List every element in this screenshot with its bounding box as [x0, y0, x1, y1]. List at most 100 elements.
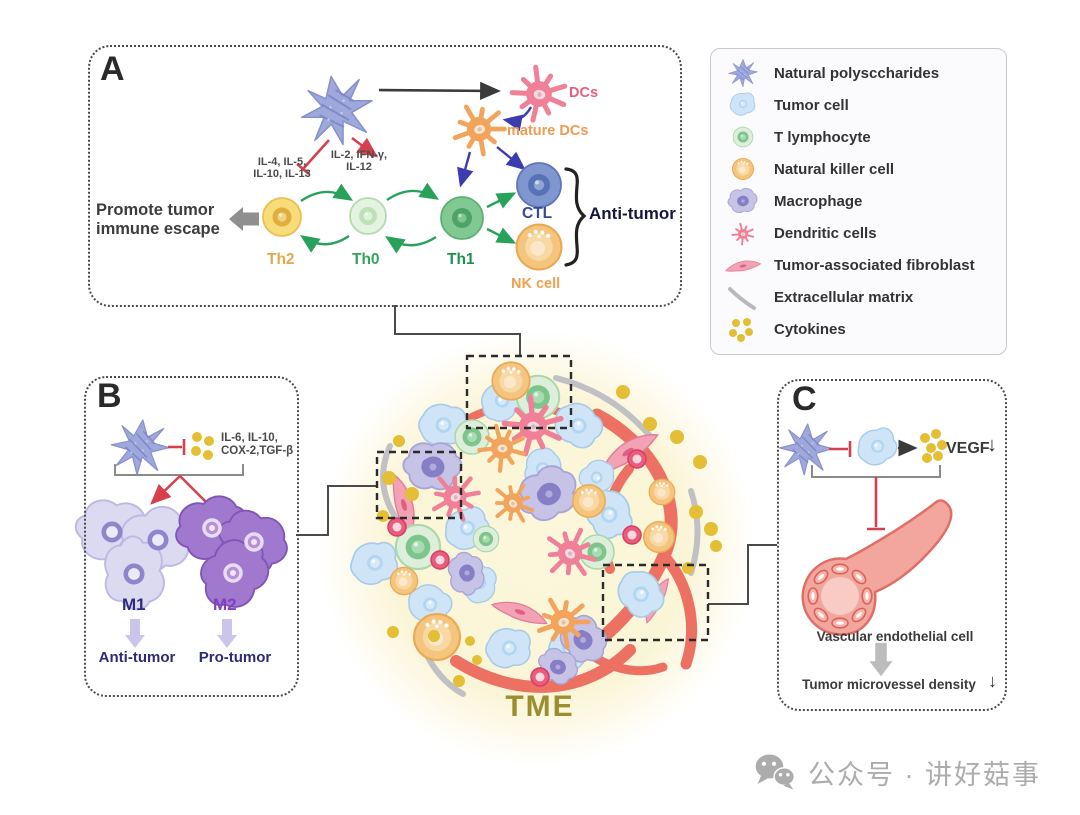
th2-label: Th2 — [267, 251, 295, 268]
wechat-icon — [755, 754, 796, 790]
legend-label: Tumor cell — [774, 96, 849, 114]
watermark: 公众号 · 讲好菇事 — [752, 752, 1041, 792]
vessel-inhibition-line — [867, 477, 885, 531]
th2-cell-icon — [262, 197, 302, 237]
watermark-text: 公众号 · 讲好菇事 — [808, 759, 1041, 790]
tme-label: TME — [505, 690, 575, 723]
nk-cell-icon — [515, 223, 563, 271]
maturation-arrow — [502, 106, 533, 132]
ecm-icon — [728, 286, 756, 310]
th2-cytokines-line1: IL-4, IL-5, — [257, 156, 307, 168]
inhibition-line-tumor — [829, 441, 852, 457]
promote-line1: Promote tumor — [96, 201, 215, 219]
nk-cell-label: NK cell — [511, 276, 561, 292]
cytokine-dots — [377, 385, 722, 687]
dc-to-ctl-arrow — [496, 146, 526, 171]
m2-macrophages — [170, 491, 299, 621]
anti-tumor-brace — [564, 167, 587, 267]
density-outcome-arrow — [869, 642, 893, 677]
panel-c-label: C — [792, 380, 818, 418]
m1-macrophages — [66, 488, 200, 613]
legend-item: Dendritic cells — [723, 220, 994, 248]
legend-label: Tumor-associated fibroblast — [774, 257, 975, 275]
m2-outcome-label: Pro-tumor — [198, 649, 272, 666]
polysaccharide-star-icon — [107, 416, 173, 479]
dc-to-th1-arrow — [457, 151, 474, 188]
legend-item: Natural polysccharides — [723, 59, 994, 88]
callout-boxes — [375, 354, 710, 642]
legend-label: Macrophage — [774, 192, 863, 210]
m1-label: M1 — [122, 595, 146, 614]
legend-label: Extracellular matrix — [774, 289, 914, 307]
m2-label: M2 — [213, 595, 237, 614]
density-down-arrow: ↓ — [988, 671, 997, 691]
legend-item: T lymphocyte — [723, 123, 994, 151]
m1-outcome-arrow — [125, 619, 145, 648]
activation-arrow — [378, 81, 501, 100]
vessel-caption: Vascular endothelial cell — [816, 629, 974, 644]
m1-stimulation-arrow — [150, 475, 181, 505]
legend-item: Tumor-associated fibroblast — [723, 252, 994, 280]
th1-cytokines-line1: IL-2, IFN-γ, — [330, 149, 388, 161]
th2-cytokines-line2: IL-10, IL-13 — [253, 168, 311, 181]
legend-item: Natural killer cell — [723, 155, 994, 183]
legend-item: Tumor cell — [723, 91, 994, 119]
inhibition-line-cytokines — [168, 439, 186, 455]
panel-c-illustration — [776, 421, 953, 677]
ctl-label: CTL — [522, 205, 553, 222]
macrophage-icon — [723, 187, 763, 215]
legend-label: Dendritic cells — [774, 225, 877, 243]
tumor-cell-icon — [853, 425, 901, 469]
polysaccharide-star-icon — [294, 69, 380, 152]
cytokines-icon — [729, 317, 753, 342]
tumor-cell-icon — [729, 92, 756, 116]
tme-illustration — [320, 330, 756, 766]
anti-tumor-label-a: Anti-tumor — [589, 204, 676, 223]
density-caption: Tumor microvessel density — [802, 677, 976, 692]
dendritic-cell-icon — [731, 222, 755, 246]
legend-label: Natural polysccharides — [774, 64, 940, 82]
mature-dcs-label: mature DCs — [507, 123, 589, 139]
dcs-label: DCs — [569, 85, 599, 101]
legend-item: Cytokines — [723, 316, 994, 344]
panel-a-label: A — [100, 50, 126, 88]
vegf-cytokine-dots — [920, 429, 947, 463]
promote-escape-caption: Promote tumor immune escape — [96, 201, 220, 239]
group-bracket — [114, 464, 244, 476]
endothelial-cells — [807, 563, 873, 629]
panel-b-label: B — [97, 377, 123, 415]
polysaccharide-star-icon — [776, 421, 836, 478]
th0-cell-icon — [349, 197, 387, 235]
th-cycle-arrows — [300, 182, 517, 254]
legend-label: Natural killer cell — [774, 160, 895, 178]
t-lymphocyte-icon — [732, 126, 754, 148]
escape-block-arrow — [229, 207, 259, 231]
th1-cytokines-line2: IL-12 — [346, 161, 372, 174]
legend-box: Natural polysccharides Tumor cell T lymp… — [710, 48, 1007, 355]
polysaccharide-star-icon — [728, 59, 758, 88]
legend-item: Macrophage — [723, 187, 994, 215]
nk-cell-icon — [731, 158, 755, 181]
callout-connectors — [296, 305, 777, 605]
blood-vessel — [801, 499, 953, 636]
dendritic-cell-icon — [509, 65, 569, 125]
th0-label: Th0 — [352, 251, 380, 268]
b-cytokines-caption: IL-6, IL-10, COX-2,TGF-β — [221, 432, 303, 458]
th2-cytokines-caption: IL-4, IL-5, IL-10, IL-13 — [243, 156, 321, 181]
legend-label: T lymphocyte — [774, 128, 871, 146]
group-bracket — [811, 465, 941, 478]
th1-cytokines-caption: IL-2, IFN-γ, IL-12 — [322, 149, 396, 174]
panel-a-illustration — [229, 65, 587, 271]
legend-item: Extracellular matrix — [723, 284, 994, 312]
fibroblast-icon — [724, 257, 762, 275]
b-cytokines-line1: IL-6, IL-10, — [221, 432, 278, 444]
m1-outcome-label: Anti-tumor — [98, 649, 176, 666]
b-cytokines-line2: COX-2,TGF-β — [221, 444, 294, 457]
promote-line2: immune escape — [96, 220, 220, 238]
m2-outcome-arrow — [217, 619, 237, 648]
vegf-label: VEGF — [946, 440, 990, 457]
vegf-down-arrow: ↓ — [987, 434, 997, 456]
th1-label: Th1 — [447, 251, 475, 268]
